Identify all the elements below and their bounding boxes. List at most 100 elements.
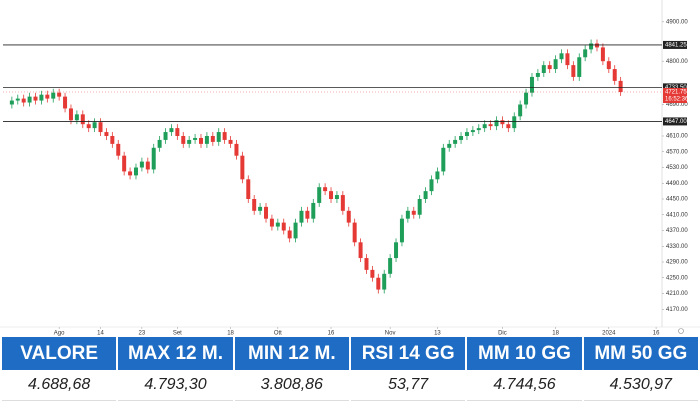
candle-body [80,114,85,125]
settings-icon[interactable] [678,328,684,334]
x-tick-label: 13 [434,331,441,337]
candle-body [74,114,79,121]
candle-body [116,143,121,156]
x-tick-label: 14 [97,331,104,337]
candle-body [104,132,109,136]
candle-body [541,65,546,73]
header-cell: MM 10 GG [467,337,582,370]
y-tick-label: 4490.00 [666,181,688,187]
candle-body [228,139,233,144]
candle-body [299,210,304,223]
candle-body [323,187,328,192]
candle-body [264,206,269,219]
chart: 4900.00 4800.00 4690.00 4610.00 4570.00 4530.… [0,0,700,337]
candle-body [33,96,38,101]
x-tick-label: Dic [498,331,507,337]
candle-body [21,98,26,103]
candle-body [370,269,375,278]
candle-body [482,124,487,129]
candle-body [405,210,410,219]
candle-body [340,195,345,211]
value-cell: 4.688,68 [2,370,117,401]
candle-body [524,92,529,105]
candle-body [435,171,440,180]
value-cell: 4.793,30 [118,370,233,401]
candle-body [529,76,534,93]
candle-body [122,155,127,172]
last-price-label: 4721.75 [665,90,687,96]
candle-body [305,210,310,219]
candle-body [423,191,428,199]
candle-body [193,137,198,140]
candle-body [92,122,97,129]
candle-body [376,277,381,290]
candle-body [583,49,588,58]
candle-body [258,206,263,211]
candle-body [234,143,239,156]
candle-body [86,124,91,129]
candle-body [535,73,540,77]
candle-body [577,57,582,77]
y-tick-label: 4800.00 [666,59,688,65]
candle-body [63,96,68,109]
header-row: VALORE MAX 12 M. MIN 12 M. RSI 14 GG MM 10 G… [2,337,698,370]
y-tick-label: 4530.00 [666,165,688,171]
candle-body [518,104,523,117]
candle-body [565,53,570,66]
y-tick-label: 4330.00 [666,244,688,250]
x-tick-label: Ott [274,331,282,337]
header-cell: MAX 12 M. [118,337,233,370]
candle-body [429,179,434,192]
value-cell: 4.744,56 [467,370,582,401]
candle-body [352,222,357,243]
value-cell: 4.530,97 [583,370,698,401]
candle-body [133,167,138,176]
x-tick-label: Ago [54,331,65,337]
header-cell: VALORE [2,337,117,370]
candle-body [589,43,594,50]
candle-body [571,65,576,77]
candle-body [240,155,245,180]
candle-body [500,120,505,125]
candle-body [252,199,257,211]
candle-body [470,130,475,133]
candle-body [600,47,605,62]
candle-body [45,94,50,99]
candle-body [453,139,458,144]
level-label-box [663,83,687,92]
x-tick-label: 16 [328,331,335,337]
candle-body [476,128,481,131]
level-label: 4733.50 [665,85,687,91]
candle-body [68,108,73,121]
candle-body [145,161,150,170]
candle-body [411,210,416,215]
candle-body [494,120,499,127]
y-tick-label: 4410.00 [666,212,688,218]
y-tick-label: 4570.00 [666,149,688,155]
candle-body [329,191,334,199]
candle-body [216,132,221,142]
candle-body [364,258,369,270]
y-tick-label: 4250.00 [666,275,688,281]
candle-body [15,98,20,101]
candle-body [169,128,174,133]
y-tick-label: 4170.00 [666,307,688,313]
candle-body [281,222,286,231]
candle-body [181,136,186,144]
candle-body [139,161,144,168]
candle-body [394,242,399,259]
level-label: 4647.00 [665,119,687,125]
last-price-time: 16:52:36 [665,97,689,103]
candle-body [553,59,558,70]
candle-body [317,187,322,203]
candle-body [27,96,32,103]
candle-body [559,53,564,60]
candle-body [128,171,133,176]
level-label: 4841.25 [665,43,687,49]
value-cell: 3.808,86 [234,370,349,401]
header-cell: MM 50 GG [583,337,698,370]
candle-body [39,94,44,101]
candle-body [346,210,351,223]
candle-body [441,147,446,172]
